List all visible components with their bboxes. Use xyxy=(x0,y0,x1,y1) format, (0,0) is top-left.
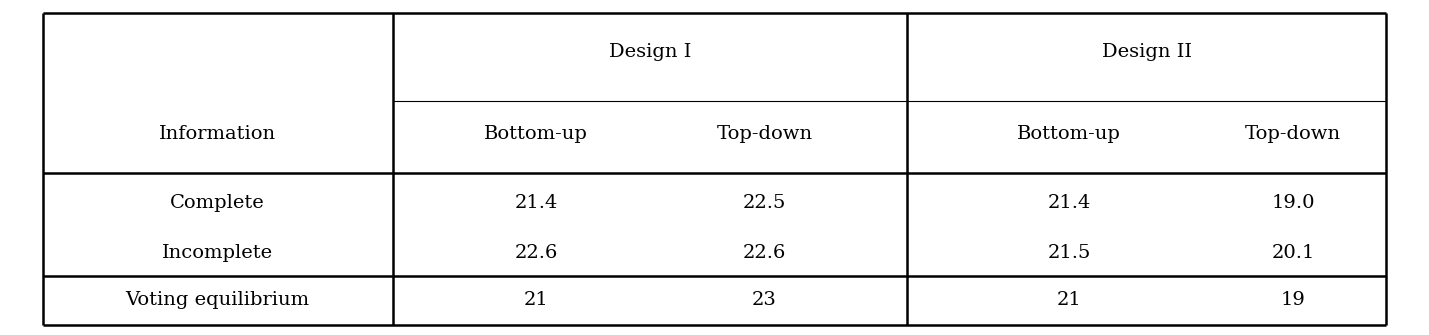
Text: Bottom-up: Bottom-up xyxy=(1017,125,1120,143)
Text: Design I: Design I xyxy=(609,43,692,61)
Text: 22.6: 22.6 xyxy=(514,244,557,262)
Text: Voting equilibrium: Voting equilibrium xyxy=(126,291,309,309)
Text: Top-down: Top-down xyxy=(716,125,813,143)
Text: 19.0: 19.0 xyxy=(1272,194,1315,212)
Text: Design II: Design II xyxy=(1102,43,1192,61)
Text: Top-down: Top-down xyxy=(1245,125,1342,143)
Text: Complete: Complete xyxy=(170,194,264,212)
Text: Incomplete: Incomplete xyxy=(161,244,273,262)
Text: 21.4: 21.4 xyxy=(1047,194,1090,212)
Text: 21.5: 21.5 xyxy=(1047,244,1090,262)
Text: 19: 19 xyxy=(1280,291,1306,309)
Text: 22.5: 22.5 xyxy=(743,194,786,212)
Text: 21: 21 xyxy=(1056,291,1082,309)
Text: 21: 21 xyxy=(523,291,549,309)
Text: Information: Information xyxy=(159,125,276,143)
Text: 22.6: 22.6 xyxy=(743,244,786,262)
Text: 21.4: 21.4 xyxy=(514,194,557,212)
Text: 20.1: 20.1 xyxy=(1272,244,1315,262)
Text: 23: 23 xyxy=(752,291,777,309)
Text: Bottom-up: Bottom-up xyxy=(484,125,587,143)
